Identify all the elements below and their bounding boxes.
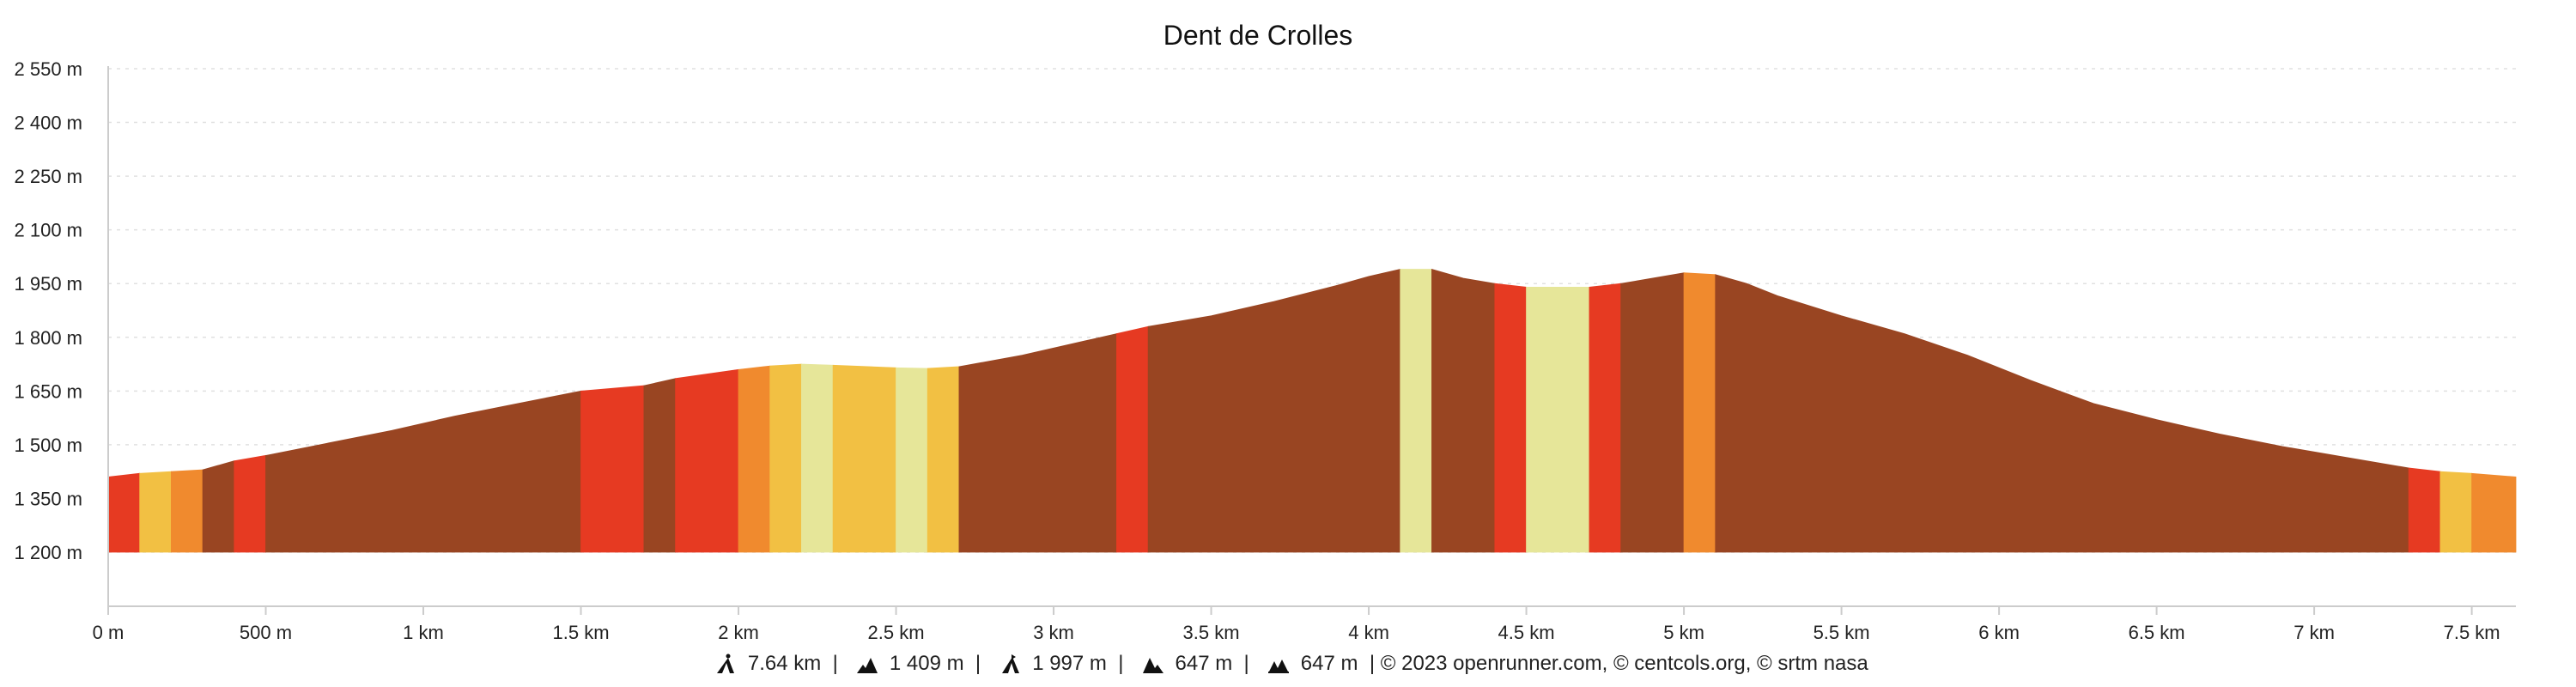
slope-band-slope-medium (2471, 472, 2517, 553)
max-altitude-value: 1 997 m (1032, 651, 1107, 675)
x-tick-label: 500 m (240, 622, 292, 643)
slope-band-slope-very_steep (1620, 272, 1685, 553)
y-tick-label: 1 800 m (15, 327, 83, 349)
y-tick-label: 2 400 m (15, 112, 83, 134)
slope-band-slope-mild (139, 471, 172, 553)
x-tick-label: 5 km (1663, 622, 1704, 643)
slope-band-slope-steep (234, 454, 266, 553)
x-tick-label: 0 m (93, 622, 125, 643)
slope-band-slope-mild (2439, 471, 2473, 553)
slope-band-slope-medium (738, 365, 771, 553)
distance-value: 7.64 km (747, 651, 822, 675)
slope-band-slope-steep (2408, 467, 2441, 553)
route-summary: 7.64 km | 1 409 m | 1 997 m | 647 m | 64… (0, 651, 2576, 676)
slope-bands (107, 269, 2517, 553)
x-tick-label: 6 km (1978, 622, 2020, 643)
slope-band-slope-mild (927, 366, 960, 553)
slope-band-slope-very_steep (1147, 269, 1401, 553)
x-tick-label: 7 km (2293, 622, 2335, 643)
slope-band-slope-very_steep (1715, 274, 2409, 553)
min-altitude-value: 647 m (1300, 651, 1358, 675)
x-tick-label: 3 km (1033, 622, 1074, 643)
x-tick-label: 1 km (403, 622, 444, 643)
slope-band-slope-medium (1683, 272, 1716, 553)
ascent-icon (856, 653, 878, 675)
slope-band-slope-low (1400, 269, 1432, 553)
descent-icon (1142, 653, 1164, 675)
slope-band-slope-low (896, 367, 928, 553)
y-tick-label: 2 550 m (15, 58, 83, 80)
slope-band-slope-very_steep (643, 378, 677, 553)
y-tick-label: 1 200 m (15, 542, 83, 563)
slope-band-slope-steep (580, 385, 645, 553)
y-tick-label: 1 350 m (15, 488, 83, 509)
y-tick-label: 1 500 m (15, 435, 83, 456)
credits: | © 2023 openrunner.com, © centcols.org,… (1364, 651, 1868, 675)
slope-band-slope-steep (107, 472, 141, 553)
y-tick-label: 1 950 m (15, 273, 83, 295)
y-tick-label: 2 100 m (15, 220, 83, 241)
slope-band-slope-very_steep (1431, 269, 1496, 553)
max-altitude-icon (999, 653, 1022, 675)
separator: | (1237, 651, 1255, 675)
descent-value: 647 m (1175, 651, 1233, 675)
y-axis-labels: 1 200 m 1 350 m 1 500 m 1 650 m 1 800 m 1 950… (15, 58, 83, 563)
ascent-value: 1 409 m (889, 651, 964, 675)
min-altitude-icon (1267, 653, 1290, 675)
x-tick-label: 4 km (1348, 622, 1389, 643)
y-tick-label: 1 650 m (15, 380, 83, 402)
separator: | (826, 651, 844, 675)
x-axis-labels: 0 m 500 m 1 km 1.5 km 2 km 2.5 km 3 km 3.5 km 4 … (93, 622, 2500, 643)
slope-band-slope-steep (675, 368, 739, 553)
x-tick-label: 3.5 km (1183, 622, 1240, 643)
y-tick-label: 2 250 m (15, 166, 83, 187)
x-tick-label: 7.5 km (2444, 622, 2500, 643)
slope-band-slope-medium (171, 469, 204, 553)
slope-band-slope-very_steep (202, 460, 235, 553)
separator: | (1112, 651, 1130, 675)
x-tick-label: 2 km (718, 622, 759, 643)
slope-band-slope-steep (1116, 325, 1149, 553)
x-tick-label: 5.5 km (1814, 622, 1870, 643)
axes (107, 66, 2516, 615)
x-tick-label: 6.5 km (2129, 622, 2185, 643)
x-tick-label: 2.5 km (868, 622, 925, 643)
slope-band-slope-very_steep (265, 390, 581, 553)
slope-band-slope-steep (1589, 283, 1622, 553)
chart-title: Dent de Crolles (1163, 20, 1353, 51)
slope-band-slope-low (1526, 286, 1590, 553)
x-tick-label: 4.5 km (1498, 622, 1555, 643)
slope-band-slope-steep (1494, 283, 1527, 553)
slope-band-slope-low (801, 363, 834, 553)
slope-band-slope-mild (769, 363, 802, 553)
slope-band-slope-very_steep (958, 333, 1117, 553)
slope-band-slope-mild (832, 364, 896, 553)
separator: | (969, 651, 987, 675)
x-tick-label: 1.5 km (553, 622, 610, 643)
distance-icon (714, 653, 737, 675)
